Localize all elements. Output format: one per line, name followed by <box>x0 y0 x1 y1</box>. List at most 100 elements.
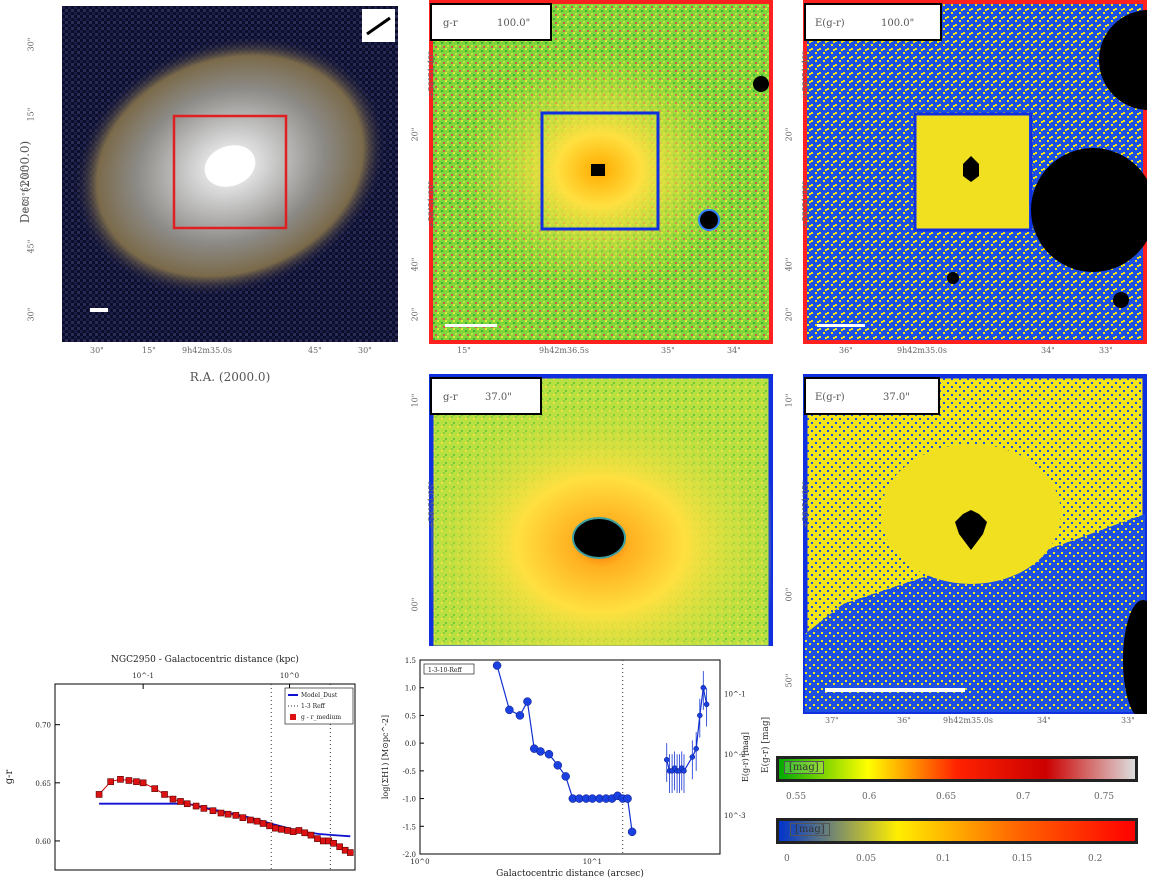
x-tick-label: 10^1 <box>583 858 602 866</box>
xtick: 36" <box>897 716 911 725</box>
colorbar-tick: 0.1 <box>936 854 951 864</box>
colorbar-gradient <box>776 818 1138 844</box>
data-point <box>544 749 554 759</box>
colorbar-title: [mag] <box>790 823 830 836</box>
top-tick-label: 10^-1 <box>132 672 154 680</box>
panel-label: g-r <box>443 18 458 29</box>
legend-item: Model_Dust <box>301 692 338 699</box>
legend-item: 1-3-10-Reff <box>428 667 462 674</box>
colorbar-tick: 0.05 <box>856 854 877 864</box>
data-point <box>125 777 133 784</box>
series-line <box>666 687 708 772</box>
panel-size: 37.0" <box>883 392 910 403</box>
gr-map-zoom: g-r 37.0" <box>428 373 774 651</box>
optical-image-panel <box>62 6 398 342</box>
ytick: 00" <box>410 597 420 612</box>
xtick: 36" <box>839 346 853 355</box>
ytick: 20" <box>784 127 794 142</box>
optical-ytick: 30" <box>26 307 36 322</box>
y-tick-label: -1.0 <box>403 796 417 804</box>
data-point <box>161 791 168 798</box>
xtick: 9h42m36.5s <box>539 346 589 355</box>
chart-hi-profile: Galactocentric distance (arcsec) log(ΣH1)… <box>380 648 752 882</box>
data-point <box>200 805 208 812</box>
ytick: 40" <box>784 257 794 272</box>
data-point <box>259 820 267 827</box>
data-point <box>663 757 670 763</box>
y-tick-label: -1.5 <box>403 823 417 831</box>
right-tick-label: 10^-3 <box>724 812 746 820</box>
data-point <box>561 772 570 781</box>
ytick: +58°51'05" <box>801 480 811 529</box>
data-point <box>681 768 687 774</box>
data-point <box>523 697 532 706</box>
data-point <box>266 822 273 830</box>
data-point <box>217 809 225 817</box>
ytick: +58°51'00" <box>801 180 811 229</box>
data-point <box>314 835 321 842</box>
y-tick-label: 0.70 <box>35 722 51 730</box>
data-point <box>232 812 240 819</box>
data-point <box>183 800 191 808</box>
ytick: 50" <box>784 673 794 688</box>
data-point <box>336 843 343 851</box>
ytick: 10" <box>410 393 420 408</box>
data-point <box>536 747 545 756</box>
chart-ylabel: log(ΣH1) [M⊙pc^-2] <box>381 715 390 799</box>
xtick: 15" <box>457 346 471 355</box>
xtick: 34" <box>727 346 741 355</box>
x-tick-label: 10^0 <box>410 858 429 866</box>
optical-xtick: 30" <box>90 346 104 355</box>
data-point <box>239 814 247 821</box>
series-line-observed <box>98 778 351 854</box>
chart-gr-svg: NGC2950 - Galactocentric distance (kpc) g… <box>4 654 356 871</box>
zoom-box <box>913 112 1033 232</box>
galaxy-core <box>204 145 256 187</box>
y-tick-label: -2.0 <box>403 851 417 859</box>
chart-title: NGC2950 - Galactocentric distance (kpc) <box>111 654 299 665</box>
chart-xlabel: Galactocentric distance (arcsec) <box>496 868 644 879</box>
data-point <box>492 661 502 670</box>
y-tick-label: 1.0 <box>405 685 416 693</box>
colorbar-tick: 0.55 <box>786 792 807 802</box>
legend-item: g - r_medium <box>301 714 341 721</box>
right-tick-label: 10^-1 <box>724 690 746 698</box>
data-point <box>192 802 200 810</box>
data-point <box>278 826 285 833</box>
data-point <box>95 791 103 798</box>
optical-xtick: 9h42m35.0s <box>182 346 232 355</box>
optical-yticks: 30" 15" +58°51'00" 45" 30" <box>21 10 60 340</box>
ytick: 00" <box>784 587 794 602</box>
plot-frame <box>54 683 356 871</box>
chart-ylabel: g-r <box>4 770 15 785</box>
colorbar-egr: [mag] 0.55 0.6 0.65 0.7 0.75 <box>776 756 1140 812</box>
colorbar-tick: 0 <box>784 854 790 864</box>
optical-xlabel: R.A. (2000.0) <box>189 370 271 384</box>
optical-xtick: 30" <box>358 346 372 355</box>
chart-hi-svg: Galactocentric distance (arcsec) log(ΣH1)… <box>381 657 750 879</box>
colorbar-tick: 0.15 <box>1012 854 1033 864</box>
ytick: 10" <box>784 393 794 408</box>
data-point <box>623 794 632 803</box>
panel-label: g-r <box>443 392 458 403</box>
ytick: +58°51'00" <box>427 180 437 229</box>
xtick: 37" <box>825 716 839 725</box>
colorbar-tick: 0.7 <box>1016 792 1031 802</box>
chart-ylabel-right: E(g-r) [mag] <box>741 732 750 782</box>
y-tick-label: 0.0 <box>405 740 416 748</box>
xtick: 9h42m35.0s <box>897 346 947 355</box>
ytick: +58°51'05" <box>427 480 437 529</box>
right-tick-label: 10^-2 <box>724 751 746 759</box>
zoom-box <box>540 111 660 231</box>
data-point <box>697 712 703 719</box>
data-point <box>553 761 563 770</box>
plot-frame <box>419 659 721 855</box>
colorbar-tick: 0.75 <box>1094 792 1115 802</box>
egr-zoom-yticks: 10" +58°51'05" 00" 50" <box>782 390 810 710</box>
colorbar-axis-label: E(g-r) [mag] <box>761 716 771 774</box>
data-point <box>693 745 699 752</box>
series-line <box>496 665 633 832</box>
optical-image <box>62 6 398 342</box>
colorbar-tick: 0.6 <box>862 792 877 802</box>
ytick: +58°51'40" <box>801 50 811 99</box>
